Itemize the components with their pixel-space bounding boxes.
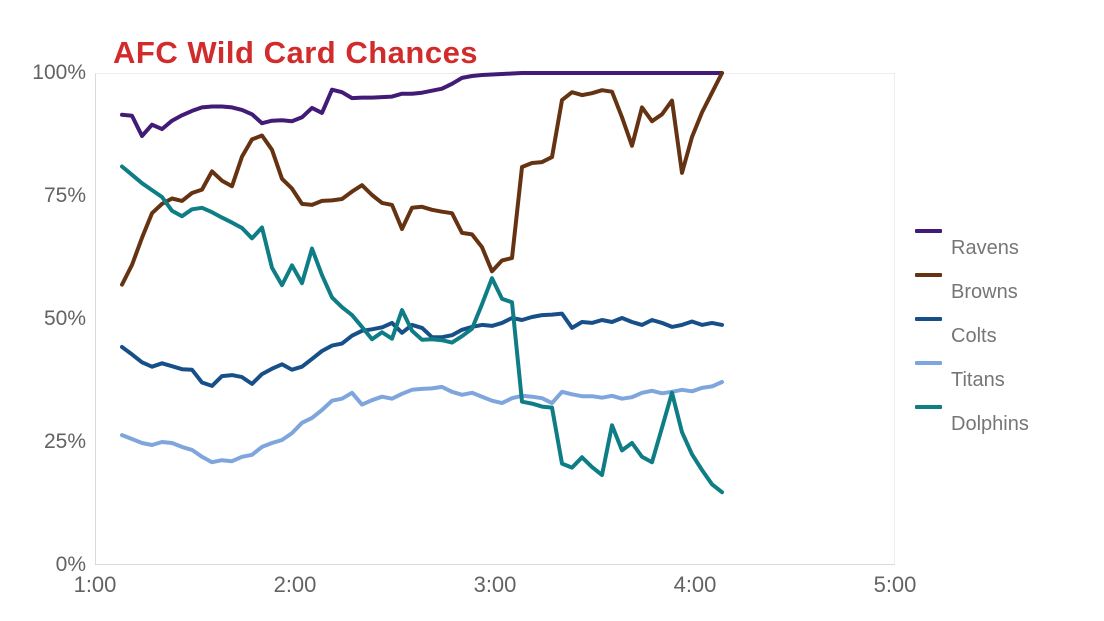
legend-swatch-colts bbox=[915, 317, 942, 321]
legend-label-browns: Browns bbox=[951, 281, 1018, 303]
legend-swatch-browns bbox=[915, 273, 942, 277]
y-tick-label: 50% bbox=[43, 307, 86, 330]
x-tick-label: 1:00 bbox=[73, 572, 117, 597]
legend-item-browns[interactable]: Browns bbox=[915, 273, 1029, 304]
legend-item-titans[interactable]: Titans bbox=[915, 361, 1029, 392]
chart-title: AFC Wild Card Chances bbox=[113, 34, 479, 70]
legend-label-ravens: Ravens bbox=[951, 237, 1019, 259]
series-line-colts[interactable] bbox=[120, 311, 724, 388]
legend-swatch-ravens bbox=[915, 229, 942, 233]
series-line-dolphins[interactable] bbox=[120, 164, 724, 495]
legend-item-colts[interactable]: Colts bbox=[915, 317, 1029, 348]
x-tick-label: 5:00 bbox=[873, 572, 917, 597]
legend-item-dolphins[interactable]: Dolphins bbox=[915, 405, 1029, 436]
y-tick-label: 0% bbox=[55, 553, 86, 576]
legend-label-dolphins: Dolphins bbox=[951, 413, 1029, 435]
x-tick-label: 4:00 bbox=[673, 572, 717, 597]
y-tick-label: 100% bbox=[32, 61, 86, 84]
legend: Ravens Browns Colts Titans Dolphins bbox=[915, 229, 1029, 449]
series-line-titans[interactable] bbox=[120, 380, 724, 465]
y-tick-label: 25% bbox=[43, 430, 86, 453]
x-tick-label: 3:00 bbox=[473, 572, 517, 597]
legend-swatch-titans bbox=[915, 361, 942, 365]
series-line-ravens[interactable] bbox=[120, 71, 724, 138]
legend-swatch-dolphins bbox=[915, 405, 942, 409]
legend-label-titans: Titans bbox=[951, 369, 1005, 391]
y-tick-label: 75% bbox=[43, 184, 86, 207]
series-line-browns[interactable] bbox=[120, 71, 724, 287]
legend-item-ravens[interactable]: Ravens bbox=[915, 229, 1029, 260]
x-tick-label: 2:00 bbox=[273, 572, 317, 597]
legend-label-colts: Colts bbox=[951, 325, 997, 347]
